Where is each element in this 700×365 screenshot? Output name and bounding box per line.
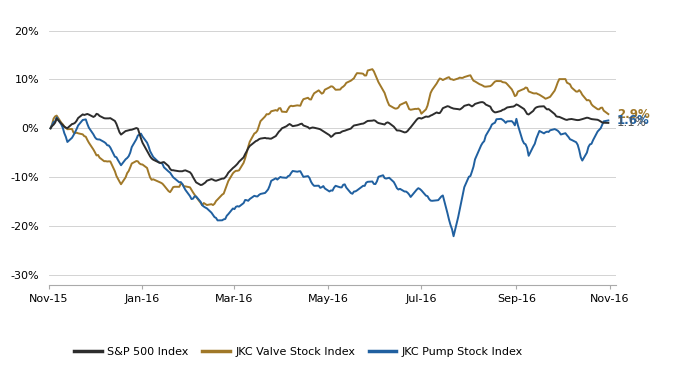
Text: 2.9%: 2.9% — [617, 108, 650, 120]
Text: 1.6%: 1.6% — [617, 114, 650, 127]
Text: 1.1%: 1.1% — [617, 116, 647, 130]
Legend: S&P 500 Index, JKC Valve Stock Index, JKC Pump Stock Index: S&P 500 Index, JKC Valve Stock Index, JK… — [69, 342, 528, 361]
